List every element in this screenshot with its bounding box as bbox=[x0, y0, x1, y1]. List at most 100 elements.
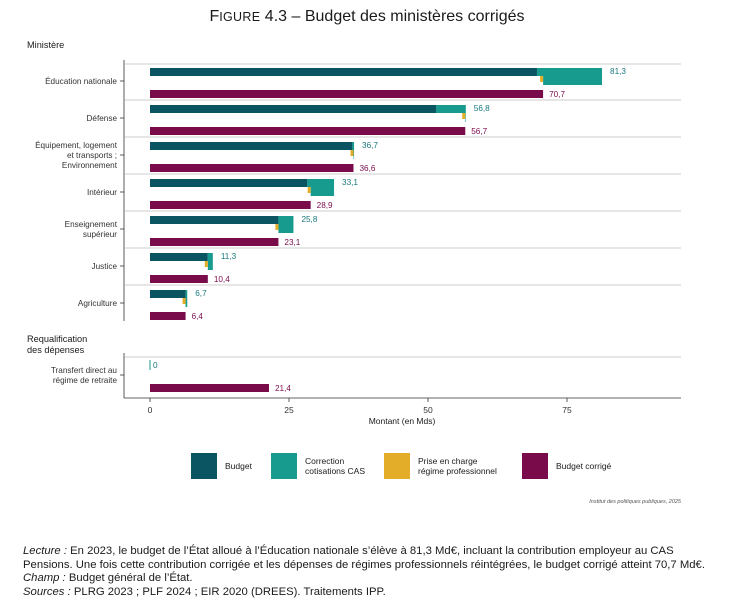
total-value-label: 36,7 bbox=[362, 141, 378, 150]
bar-correction-cas bbox=[185, 290, 188, 298]
corrige-value-label: 70,7 bbox=[549, 90, 565, 99]
total-value-label: 81,3 bbox=[610, 67, 626, 76]
x-tick-label: 75 bbox=[562, 405, 572, 415]
bar-budget bbox=[150, 68, 537, 76]
bar-budget bbox=[150, 216, 279, 224]
group-title-ministere: Ministère bbox=[27, 40, 64, 50]
bar-prise-en-charge bbox=[204, 261, 208, 267]
figure-title: FIGURE 4.3 – Budget des ministères corri… bbox=[0, 8, 734, 26]
category-label: Éducation nationale bbox=[45, 76, 117, 86]
category-label: Intérieur bbox=[87, 188, 117, 197]
bar-correction-step bbox=[185, 298, 188, 307]
bar-correction-step bbox=[543, 76, 603, 85]
legend-swatch-budget bbox=[191, 453, 217, 479]
corrige-value-label: 10,4 bbox=[214, 275, 230, 284]
category-label: Agriculture bbox=[78, 299, 118, 308]
figure-separator: – bbox=[291, 8, 301, 25]
bar-prise-en-charge bbox=[307, 187, 311, 193]
bar-budget-corrige bbox=[150, 164, 354, 172]
sources-text: PLRG 2023 ; PLF 2024 ; EIR 2020 (DREES).… bbox=[70, 585, 386, 598]
bar-prise-en-charge bbox=[462, 113, 466, 119]
lecture-label: Lecture : bbox=[23, 545, 67, 557]
category-label: Environnement bbox=[62, 161, 118, 170]
bar-budget bbox=[150, 142, 353, 150]
figure-number: 4.3 bbox=[264, 8, 288, 25]
total-value-label: 25,8 bbox=[301, 215, 317, 224]
bar-budget bbox=[150, 253, 208, 261]
bar-correction-cas bbox=[278, 216, 294, 224]
bar-prise-en-charge bbox=[275, 224, 279, 230]
bar-correction-cas bbox=[436, 105, 466, 113]
bar-correction-step bbox=[465, 113, 466, 122]
bar-budget bbox=[150, 179, 308, 187]
corrige-value-label: 28,9 bbox=[317, 201, 333, 210]
champ-text: Budget général de l’État. bbox=[65, 572, 193, 585]
lecture-text: En 2023, le budget de l’État alloué à l’… bbox=[23, 545, 705, 571]
figure-notes: Lecture : En 2023, le budget de l’État a… bbox=[23, 545, 723, 599]
bar-budget-corrige bbox=[150, 201, 311, 209]
legend-label-prise_en_charge: Prise en charge bbox=[418, 456, 478, 466]
bar-budget-corrige bbox=[150, 312, 186, 320]
bar-correction-cas bbox=[207, 253, 213, 261]
bar-correction-step bbox=[310, 187, 335, 196]
group-title-requalification-line: des dépenses bbox=[27, 345, 85, 355]
total-value-label: 0 bbox=[153, 361, 158, 370]
bar-prise-en-charge bbox=[540, 76, 544, 82]
corrige-value-label: 36,6 bbox=[359, 164, 375, 173]
corrige-value-label: 21,4 bbox=[275, 384, 291, 393]
bar-prise-en-charge bbox=[350, 150, 354, 156]
x-tick-label: 0 bbox=[148, 405, 153, 415]
bar-correction-step bbox=[353, 150, 355, 159]
legend-label-correction_cas: Correction bbox=[305, 456, 344, 466]
bar-correction-step bbox=[207, 261, 213, 270]
bar-prise-en-charge bbox=[182, 298, 186, 304]
legend-label-correction_cas: cotisations CAS bbox=[305, 466, 365, 476]
bar-correction-step bbox=[278, 224, 294, 233]
category-label: Transfert direct au bbox=[51, 366, 118, 375]
category-label: Justice bbox=[92, 262, 118, 271]
x-tick-label: 25 bbox=[284, 405, 294, 415]
corrige-value-label: 56,7 bbox=[471, 127, 487, 136]
figure-word-rest: IGURE bbox=[219, 10, 261, 24]
sources-note: Sources : PLRG 2023 ; PLF 2024 ; EIR 202… bbox=[23, 586, 723, 600]
bar-budget bbox=[150, 290, 186, 298]
total-value-label: 56,8 bbox=[474, 104, 490, 113]
corrige-value-label: 23,1 bbox=[284, 238, 300, 247]
lecture-note: Lecture : En 2023, le budget de l’État a… bbox=[23, 545, 723, 572]
x-tick-label: 50 bbox=[423, 405, 433, 415]
legend-label-prise_en_charge: régime professionnel bbox=[418, 466, 497, 476]
category-label: Enseignement bbox=[65, 220, 118, 229]
figure-title-text: Budget des ministères corrigés bbox=[304, 8, 525, 25]
legend-swatch-corrige bbox=[522, 453, 548, 479]
total-value-label: 33,1 bbox=[342, 178, 358, 187]
total-value-label: 11,3 bbox=[221, 252, 237, 261]
sources-label: Sources : bbox=[23, 585, 71, 598]
category-label: supérieur bbox=[83, 230, 117, 239]
bar-budget-corrige bbox=[150, 127, 466, 135]
chart-credit: Institut des politiques publiques, 2025 bbox=[589, 499, 682, 505]
bar-budget-corrige bbox=[150, 384, 269, 392]
legend-label-budget: Budget bbox=[225, 461, 253, 471]
group-title-requalification-line: Requalification bbox=[27, 334, 87, 344]
bar-budget-corrige bbox=[150, 275, 208, 283]
category-label: Défense bbox=[87, 114, 118, 123]
bar-budget bbox=[150, 105, 437, 113]
category-label: et transports ; bbox=[67, 151, 117, 160]
figure-word-initial: F bbox=[209, 8, 220, 25]
champ-label: Champ : bbox=[23, 572, 66, 585]
legend-swatch-prise_en_charge bbox=[384, 453, 410, 479]
bar-budget-corrige bbox=[150, 238, 279, 246]
bar-correction-cas bbox=[307, 179, 335, 187]
x-axis-title: Montant (en Mds) bbox=[369, 416, 436, 426]
legend-swatch-correction_cas bbox=[271, 453, 297, 479]
category-label: régime de retraite bbox=[53, 376, 118, 385]
corrige-value-label: 6,4 bbox=[192, 312, 204, 321]
legend-label-corrige: Budget corrigé bbox=[556, 461, 612, 471]
champ-note: Champ : Budget général de l’État. bbox=[23, 572, 723, 586]
bar-budget-corrige bbox=[150, 90, 544, 98]
bar-correction-cas bbox=[536, 68, 603, 76]
total-value-label: 6,7 bbox=[195, 289, 207, 298]
bar-correction-cas bbox=[352, 142, 355, 150]
category-label: Équipement, logement bbox=[35, 140, 118, 150]
